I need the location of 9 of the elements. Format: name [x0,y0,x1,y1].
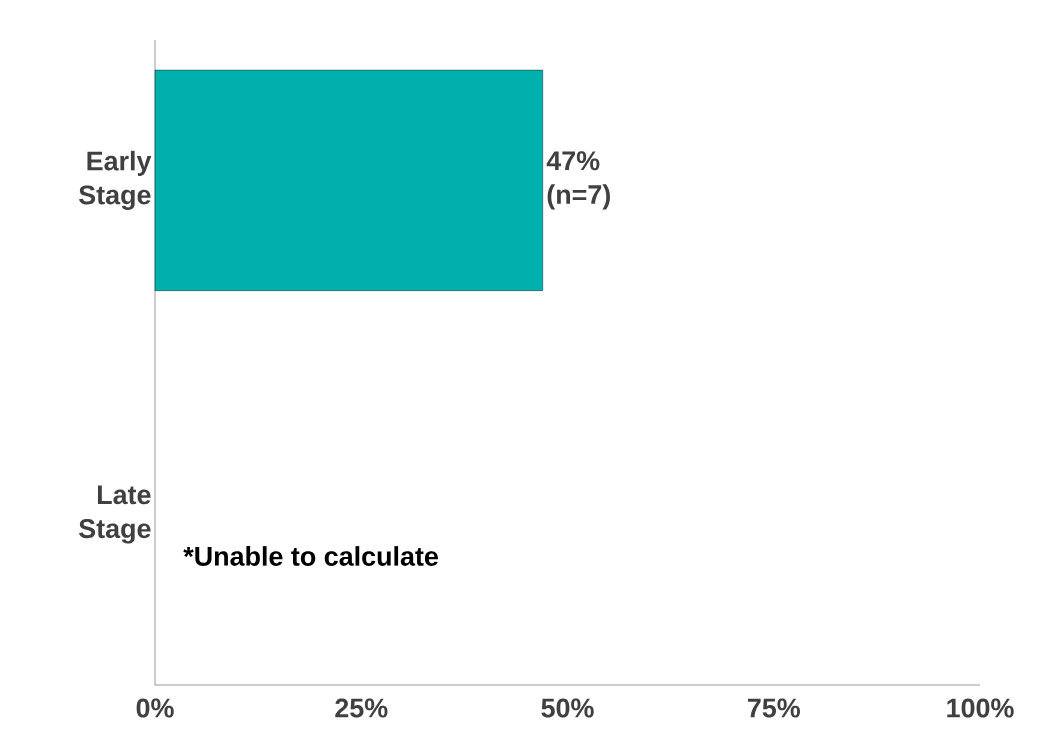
y-tick-label: Early Stage [79,150,152,210]
x-tick-label: 100% [947,698,1014,718]
annotation: *Unable to calculate [183,546,438,566]
x-tick-label: 0% [136,698,174,718]
x-tick-label: 50% [541,698,594,718]
x-tick-label: 75% [747,698,800,718]
x-tick-label: 25% [335,698,388,718]
y-tick-label: Late Stage [79,485,151,544]
data-label: 47% (n=7) [546,151,610,210]
